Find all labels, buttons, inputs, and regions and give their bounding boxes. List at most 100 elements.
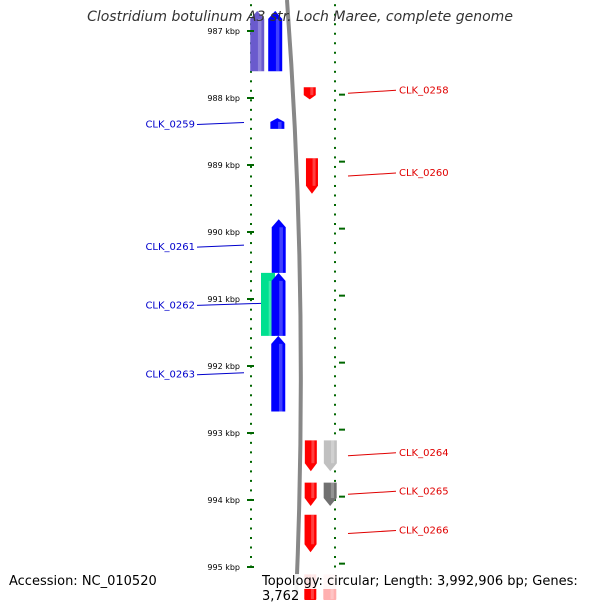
left-minor-tick <box>250 184 252 187</box>
right-minor-tick <box>334 251 336 254</box>
right-minor-tick <box>334 51 336 54</box>
left-major-tick <box>247 97 254 99</box>
right-minor-tick <box>334 327 336 330</box>
right-major-tick <box>339 294 345 297</box>
feature-highlight <box>257 18 262 72</box>
left-minor-tick <box>250 546 252 549</box>
left-minor-tick <box>250 203 252 206</box>
left-minor-tick <box>250 308 252 311</box>
callout-line <box>347 452 397 457</box>
right-major-tick <box>339 562 345 565</box>
left-minor-tick <box>250 508 252 511</box>
feature-highlight <box>312 158 316 186</box>
left-minor-tick <box>250 441 252 444</box>
ruler-label: 988 kbp <box>207 94 240 103</box>
left-minor-tick <box>250 4 252 7</box>
feature-highlight <box>311 440 315 464</box>
right-minor-tick <box>334 223 336 226</box>
feature-highlight <box>268 280 273 336</box>
feature-label: CLK_0266 <box>399 526 449 537</box>
left-major-tick <box>247 30 254 32</box>
accession-footer: Accession: NC_010520 <box>9 574 157 589</box>
feature-highlight <box>279 280 283 336</box>
right-minor-tick <box>334 365 336 368</box>
ruler-label: 987 kbp <box>207 27 240 36</box>
right-minor-tick <box>334 270 336 273</box>
left-minor-tick <box>250 118 252 121</box>
right-minor-tick <box>334 527 336 530</box>
left-minor-tick <box>250 527 252 530</box>
right-minor-tick <box>334 165 336 168</box>
right-minor-tick <box>334 556 336 559</box>
right-minor-tick <box>334 146 336 149</box>
left-major-tick <box>247 432 254 434</box>
right-major-tick <box>339 495 345 498</box>
feature-arrow <box>271 219 286 273</box>
feature-label: CLK_0258 <box>399 85 449 96</box>
right-minor-tick <box>334 261 336 264</box>
left-minor-tick <box>250 394 252 397</box>
right-minor-tick <box>334 32 336 35</box>
left-major-tick <box>247 499 254 501</box>
right-minor-tick <box>334 384 336 387</box>
right-minor-tick <box>334 4 336 7</box>
left-minor-tick <box>250 556 252 559</box>
left-minor-tick <box>250 451 252 454</box>
right-minor-tick <box>334 289 336 292</box>
left-minor-tick <box>250 280 252 283</box>
left-minor-tick <box>250 536 252 539</box>
feature-highlight <box>279 227 283 273</box>
left-minor-tick <box>250 375 252 378</box>
left-minor-tick <box>250 517 252 520</box>
left-minor-tick <box>250 327 252 330</box>
right-minor-tick <box>334 517 336 520</box>
right-minor-tick <box>334 337 336 340</box>
left-minor-tick <box>250 156 252 159</box>
right-minor-tick <box>334 213 336 216</box>
right-minor-tick <box>334 80 336 83</box>
left-major-tick <box>247 365 254 367</box>
left-minor-tick <box>250 70 252 73</box>
genome-title: Clostridium botulinum A3 str. Loch Maree… <box>87 9 513 25</box>
right-major-tick <box>339 361 345 364</box>
feature-arrow <box>271 335 286 412</box>
feature-highlight <box>275 18 280 72</box>
right-minor-tick <box>334 413 336 416</box>
feature-label: CLK_0261 <box>145 242 195 253</box>
right-minor-tick <box>334 99 336 102</box>
feature-label: CLK_0262 <box>145 300 195 311</box>
left-minor-tick <box>250 261 252 264</box>
feature-label: CLK_0259 <box>145 119 195 130</box>
left-minor-tick <box>250 194 252 197</box>
callout-line <box>347 530 397 534</box>
right-minor-tick <box>334 175 336 178</box>
left-minor-tick <box>250 242 252 245</box>
right-minor-tick <box>334 403 336 406</box>
right-minor-tick <box>334 565 336 568</box>
right-minor-tick <box>334 137 336 140</box>
right-minor-tick <box>334 108 336 111</box>
right-minor-tick <box>334 422 336 425</box>
left-minor-tick <box>250 213 252 216</box>
feature-arrow <box>323 482 337 507</box>
right-minor-tick <box>334 156 336 159</box>
callout-line <box>196 121 245 125</box>
feature-arrow <box>261 272 275 336</box>
left-minor-tick <box>250 99 252 102</box>
genome-backbone-arc <box>285 0 303 600</box>
left-minor-tick <box>250 137 252 140</box>
right-minor-tick <box>334 470 336 473</box>
right-minor-tick <box>334 536 336 539</box>
feature-arrow <box>250 10 265 72</box>
ruler-label: 995 kbp <box>207 563 240 572</box>
feature-arrow <box>304 440 317 472</box>
right-minor-tick <box>334 232 336 235</box>
left-minor-tick <box>250 270 252 273</box>
callout-line <box>196 372 245 376</box>
feature-arrow <box>303 87 316 100</box>
left-major-tick <box>247 164 254 166</box>
left-minor-tick <box>250 127 252 130</box>
right-minor-tick <box>334 194 336 197</box>
right-minor-tick <box>334 118 336 121</box>
right-minor-tick <box>334 13 336 16</box>
